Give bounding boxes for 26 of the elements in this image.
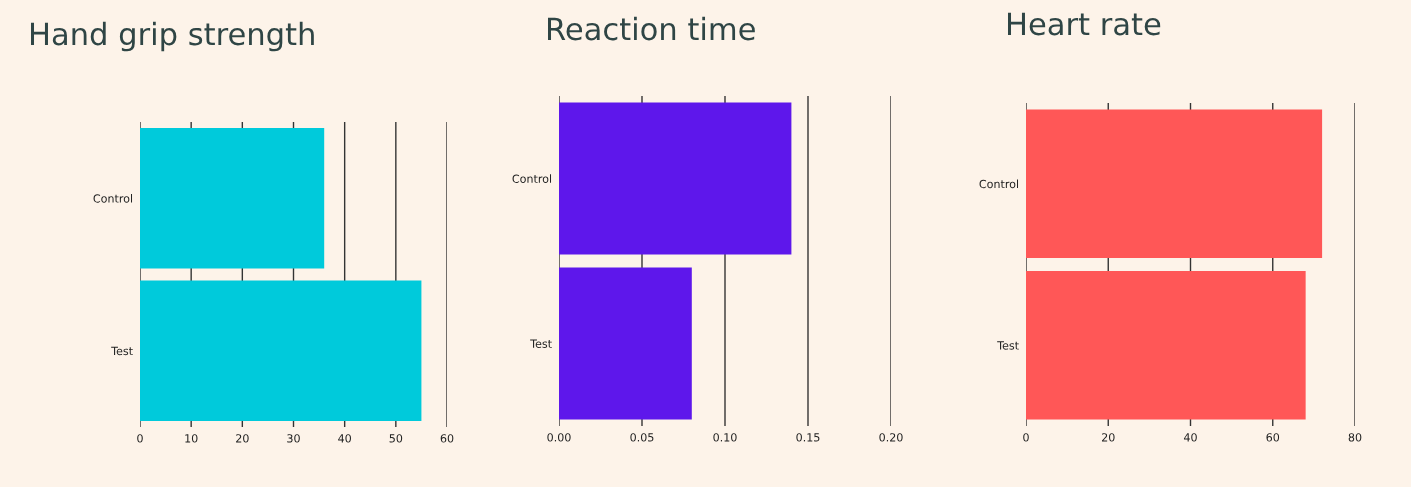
x-tick-label: 60 (440, 434, 454, 443)
x-tick-label: 0.15 (796, 433, 820, 442)
y-tick-label: Test (111, 346, 133, 356)
x-tick-label: 0 (1023, 433, 1029, 442)
x-tick-label: 40 (1183, 433, 1197, 442)
x-tick-label: 30 (287, 434, 300, 443)
x-tick-label: 40 (338, 434, 351, 443)
x-tick-label: 10 (185, 434, 198, 443)
x-tick-label: 0.05 (630, 433, 654, 442)
x-tick-label: 0.10 (713, 433, 737, 442)
y-tick-label: Test (530, 339, 552, 348)
y-tick-label: Control (979, 179, 1019, 189)
chart-title: Reaction time (548, 16, 755, 41)
y-tick-label: Control (93, 194, 133, 203)
x-tick-label: 60 (1266, 433, 1280, 442)
x-tick-label: 50 (389, 434, 403, 443)
x-tick-label: 0.20 (879, 433, 903, 442)
chart-title: Hand grip strength (31, 21, 314, 52)
x-tick-label: 0.00 (547, 433, 571, 442)
x-tick-label: 80 (1348, 433, 1362, 442)
y-tick-label: Test (997, 341, 1019, 350)
x-tick-label: 20 (236, 434, 249, 443)
x-tick-label: 0 (137, 434, 143, 443)
x-tick-label: 20 (1101, 433, 1115, 442)
chart-title: Heart rate (1008, 12, 1161, 36)
y-tick-label: Control (512, 174, 552, 183)
